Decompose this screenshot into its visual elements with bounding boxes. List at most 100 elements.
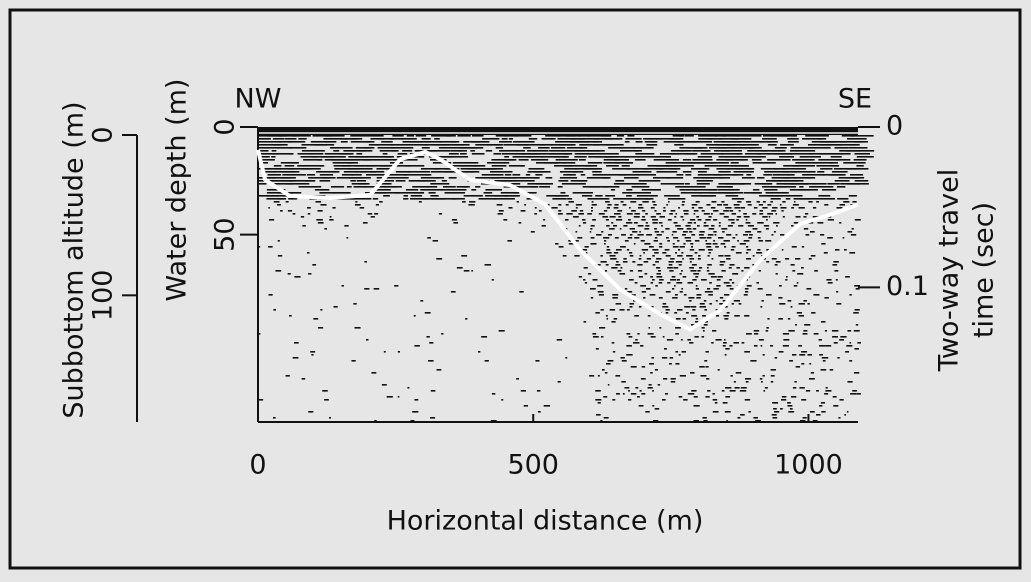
seismic-stroke [320,174,333,176]
seismic-stroke [672,234,674,236]
seismic-stroke [713,411,719,413]
seismic-stroke [734,207,740,209]
seismic-stroke [437,369,442,371]
seismic-stroke [675,186,689,188]
seismic-stroke [470,150,475,152]
seismic-stroke [673,237,678,239]
seismic-stroke [485,189,502,191]
seismic-stroke [460,165,486,167]
seismic-stroke [617,135,624,137]
seismic-stroke [614,183,636,185]
seismic-stroke [513,141,535,143]
seismic-stroke [642,201,648,203]
seismic-stroke [298,138,306,140]
seismic-stroke [472,141,490,143]
seismic-stroke [752,213,756,215]
seismic-stroke [740,414,745,416]
seismic-stroke [258,138,271,140]
seismic-stroke [717,279,721,281]
seismic-stroke [711,213,713,215]
seismic-stroke [285,138,296,140]
seismic-stroke [600,261,606,263]
seismic-stroke [722,390,725,392]
seismic-stroke [392,150,399,152]
seismic-stroke [701,153,724,155]
seismic-stroke [293,213,296,215]
seismic-stroke [271,156,275,158]
seismic-stroke [682,165,694,167]
seismic-stroke [697,294,702,296]
seismic-stroke [675,252,677,254]
seismic-stroke [654,240,658,242]
seismic-stroke [697,270,700,272]
seismic-stroke [661,231,663,233]
seismic-stroke [333,306,337,308]
seismic-stroke [578,135,589,137]
seismic-stroke [555,243,558,245]
seismic-stroke [776,261,781,263]
seismic-stroke [326,141,337,143]
seismic-stroke [690,249,694,251]
seismic-stroke [579,276,582,278]
seismic-stroke [611,222,613,224]
seismic-stroke [774,153,792,155]
seismic-stroke [412,411,418,413]
seismic-stroke [591,207,593,209]
seismic-stroke [472,153,485,155]
seismic-stroke [807,354,812,356]
seismic-stroke [280,210,283,212]
seismic-stroke [627,309,630,311]
seismic-stroke [630,255,634,257]
seismic-stroke [617,210,622,212]
seismic-stroke [580,180,588,182]
seismic-stroke [288,210,292,212]
seismic-stroke [612,399,615,401]
seismic-stroke [268,207,270,209]
seismic-stroke [592,204,597,206]
seismic-stroke [320,165,324,167]
seismic-stroke [707,264,712,266]
seismic-stroke [796,150,815,152]
seismic-stroke [788,411,794,413]
seismic-stroke [355,204,361,206]
seismic-stroke [739,183,751,185]
seismic-stroke [759,240,763,242]
seismic-stroke [766,330,769,332]
seismic-stroke [563,156,568,158]
seismic-stroke [738,225,743,227]
seismic-stroke [451,141,456,143]
seismic-stroke [856,165,863,167]
seismic-stroke [273,309,276,311]
seismic-stroke [725,387,731,389]
seismic-stroke [308,411,313,413]
seismic-stroke [443,156,468,158]
seismic-stroke [565,357,567,359]
seismic-stroke [630,303,635,305]
seismic-stroke [725,192,743,194]
seismic-stroke [649,246,654,248]
seismic-stroke [666,162,674,164]
seismic-stroke [673,243,675,245]
seismic-stroke [667,282,670,284]
seismic-stroke [546,177,553,179]
seismic-stroke [692,204,698,206]
seismic-stroke [704,222,706,224]
seismic-stroke [732,303,734,305]
seismic-stroke [826,387,828,389]
seismic-stroke [463,186,469,188]
seismic-stroke [692,309,695,311]
seismic-stroke [682,201,685,203]
seismic-stroke [412,186,428,188]
seismic-stroke [277,198,284,200]
seismic-stroke [513,192,519,194]
seismic-stroke [492,165,507,167]
seismic-stroke [285,165,295,167]
seismic-stroke [576,207,578,209]
seismic-stroke [333,150,339,152]
seismic-stroke [670,279,676,281]
seismic-stroke [301,168,321,170]
seismic-stroke [766,219,768,221]
seismic-stroke [759,204,763,206]
seismic-stroke [592,171,602,173]
seismic-stroke [475,186,480,188]
